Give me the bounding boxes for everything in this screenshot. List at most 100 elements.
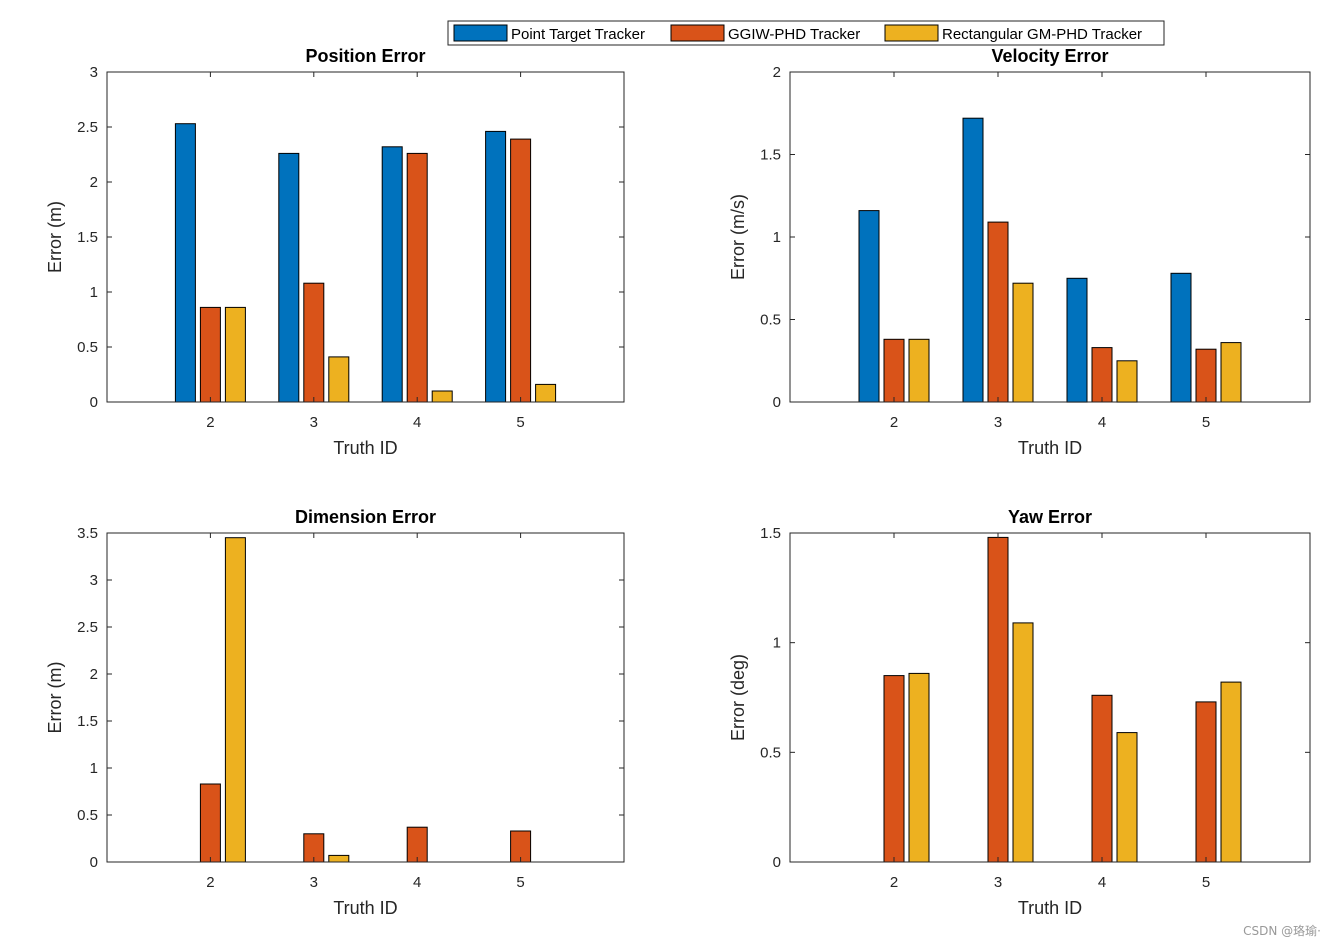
bar-1-2 — [858, 210, 880, 403]
ytick-label: 0.5 — [760, 312, 781, 329]
ytick-label: 0 — [90, 394, 98, 411]
plot-area — [107, 533, 624, 862]
ytick-label: 1.5 — [760, 147, 781, 164]
xtick-label: 5 — [1202, 414, 1210, 431]
bar-1-3 — [962, 117, 984, 403]
subplot-3: 0 0.5 1 1.5 2 2.5 3 3.5 2 3 4 5 Dimension Error Truth… — [45, 507, 625, 918]
legend-swatch-3 — [884, 24, 939, 42]
axes-frame — [106, 532, 625, 863]
ytick-label: 1.5 — [760, 525, 781, 542]
bar-2-2 — [883, 675, 905, 863]
xtick-label: 3 — [310, 414, 318, 431]
bar-2-5 — [1195, 701, 1217, 863]
bar-2-4 — [1091, 347, 1113, 403]
bar-3-3 — [328, 854, 350, 863]
subplot-title: Dimension Error — [295, 507, 436, 527]
bar-2-3 — [303, 282, 325, 403]
xtick-label: 2 — [206, 414, 214, 431]
ytick-label: 0.5 — [760, 744, 781, 761]
y-axis-label: Error (deg) — [728, 654, 748, 741]
ytick-label: 0 — [90, 854, 98, 871]
bar-3-2 — [908, 672, 930, 863]
bar-3-3 — [1012, 622, 1034, 863]
x-axis-label: Truth ID — [1018, 898, 1082, 918]
bar-3-5 — [1220, 681, 1242, 863]
ytick-label: 1 — [773, 229, 781, 246]
bar-3-2 — [224, 537, 246, 863]
bar-2-3 — [987, 221, 1009, 403]
xtick-label: 5 — [1202, 874, 1210, 891]
ytick-label: 2.5 — [77, 619, 98, 636]
xtick-label: 3 — [310, 874, 318, 891]
bar-2-5 — [1195, 348, 1217, 403]
xtick-label: 4 — [1098, 874, 1106, 891]
bar-3-2 — [908, 338, 930, 403]
xtick-label: 2 — [206, 874, 214, 891]
axes-frame — [789, 532, 1311, 863]
subplot-title: Velocity Error — [991, 46, 1108, 66]
bar-3-5 — [535, 383, 557, 403]
xtick-label: 4 — [1098, 414, 1106, 431]
watermark: CSDN @珞瑜· — [1243, 924, 1321, 938]
subplot-2: 0 0.5 1 1.5 2 2 3 4 5 Velocity Error Truth ID Error… — [728, 46, 1311, 458]
ytick-label: 1 — [90, 284, 98, 301]
y-axis-label: Error (m) — [45, 201, 65, 273]
legend-entry-1: Point Target Tracker — [511, 26, 645, 43]
bar-3-4 — [1116, 732, 1138, 863]
bar-1-5 — [1170, 272, 1192, 403]
bar-3-3 — [1012, 282, 1034, 403]
subplot-1: 0 0.5 1 1.5 2 2.5 3 2 3 4 5 Position Error Truth ID E… — [45, 46, 625, 458]
bar-3-4 — [431, 390, 453, 403]
bar-1-5 — [485, 130, 507, 403]
ytick-label: 3.5 — [77, 525, 98, 542]
bar-2-2 — [883, 338, 905, 403]
bar-1-4 — [381, 146, 403, 403]
xtick-label: 3 — [994, 414, 1002, 431]
legend-entry-3: Rectangular GM-PHD Tracker — [942, 26, 1142, 43]
xtick-label: 5 — [516, 874, 524, 891]
bar-3-3 — [328, 356, 350, 403]
subplot-title: Position Error — [305, 46, 425, 66]
xtick-label: 2 — [890, 874, 898, 891]
xtick-label: 3 — [994, 874, 1002, 891]
subplots: 0 0.5 1 1.5 2 2.5 3 2 3 4 5 Position Error Truth ID E… — [45, 46, 1311, 918]
legend-swatch-1 — [453, 24, 508, 42]
ytick-label: 3 — [90, 64, 98, 81]
bar-1-3 — [278, 152, 300, 403]
ytick-label: 1.5 — [77, 229, 98, 246]
x-axis-label: Truth ID — [333, 438, 397, 458]
xtick-label: 4 — [413, 874, 421, 891]
legend-box — [447, 20, 1165, 46]
bar-1-4 — [1066, 277, 1088, 403]
y-axis-label: Error (m) — [45, 662, 65, 734]
legend-entry-2: GGIW-PHD Tracker — [728, 26, 860, 43]
x-axis-label: Truth ID — [1018, 438, 1082, 458]
ytick-label: 1 — [90, 760, 98, 777]
bar-2-5 — [510, 138, 532, 403]
y-axis-label: Error (m/s) — [728, 194, 748, 280]
x-axis-label: Truth ID — [333, 898, 397, 918]
xtick-label: 2 — [890, 414, 898, 431]
bar-2-4 — [1091, 694, 1113, 863]
ytick-label: 0.5 — [77, 807, 98, 824]
bar-2-2 — [199, 306, 221, 403]
ytick-label: 0 — [773, 394, 781, 411]
ytick-label: 2.5 — [77, 119, 98, 136]
subplot-4: 0 0.5 1 1.5 2 3 4 5 Yaw Error Truth ID Error (deg) — [728, 507, 1311, 918]
bar-1-2 — [174, 123, 196, 403]
legend: Point Target Tracker GGIW-PHD Tracker Rect… — [447, 20, 1165, 46]
ytick-label: 3 — [90, 572, 98, 589]
ytick-label: 0 — [773, 854, 781, 871]
ytick-label: 2 — [773, 64, 781, 81]
subplot-title: Yaw Error — [1008, 507, 1092, 527]
ytick-label: 1.5 — [77, 713, 98, 730]
xtick-label: 5 — [516, 414, 524, 431]
legend-swatch-2 — [670, 24, 725, 42]
bar-3-2 — [224, 306, 246, 403]
bar-2-3 — [987, 536, 1009, 863]
ytick-label: 1 — [773, 635, 781, 652]
xtick-label: 4 — [413, 414, 421, 431]
ytick-label: 2 — [90, 666, 98, 683]
bar-2-4 — [406, 826, 428, 863]
